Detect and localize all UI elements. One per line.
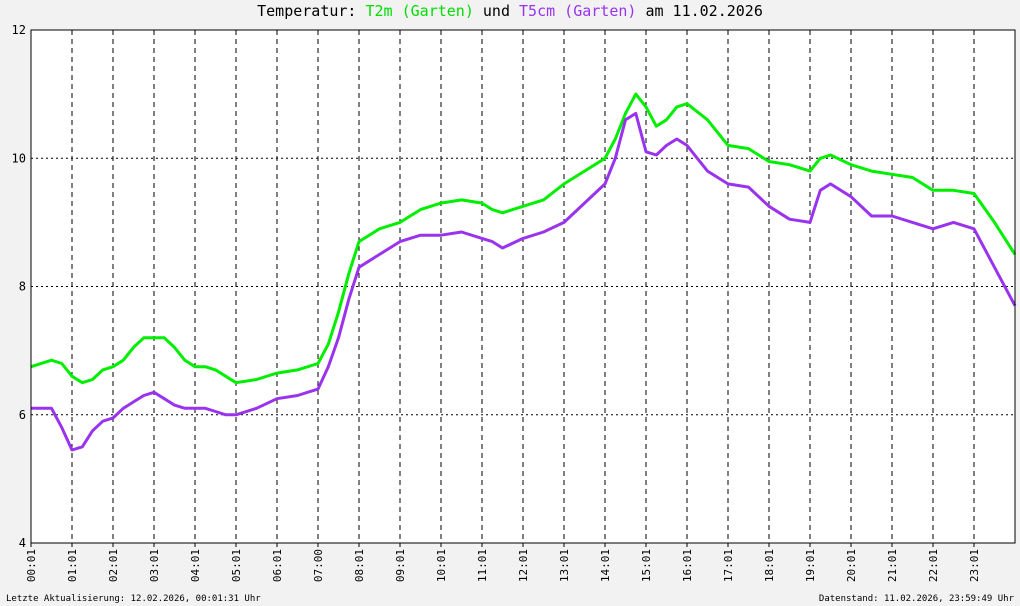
x-tick-label: 16:01: [681, 549, 694, 582]
x-tick-label: 06:01: [271, 549, 284, 582]
y-tick-label: 10: [12, 151, 26, 165]
x-tick-label: 13:01: [558, 549, 571, 582]
series-line-t5cm: [31, 111, 1017, 452]
footer-last-update: Letzte Aktualisierung: 12.02.2026, 00:01…: [6, 594, 261, 604]
title-series1: T2m (Garten): [365, 2, 474, 20]
x-tick-label: 09:01: [394, 549, 407, 582]
x-tick-label: 14:01: [599, 549, 612, 582]
y-tick-label: 12: [12, 23, 26, 37]
x-tick-label: 02:01: [107, 549, 120, 582]
x-tick-label: 10:01: [435, 549, 448, 582]
y-tick-label: 8: [19, 280, 26, 294]
plot-frame: [30, 29, 1016, 544]
chart-title: Temperatur: T2m (Garten) und T5cm (Garte…: [0, 2, 1020, 20]
x-tick-label: 20:01: [845, 549, 858, 582]
x-tick-label: 22:01: [927, 549, 940, 582]
x-tick-label: 21:01: [886, 549, 899, 582]
y-tick-label: 4: [19, 536, 26, 550]
x-tick-label: 19:01: [804, 549, 817, 582]
x-tick-label: 17:01: [722, 549, 735, 582]
x-tick-label: 08:01: [353, 549, 366, 582]
x-tick-label: 03:01: [148, 549, 161, 582]
title-series2: T5cm (Garten): [519, 2, 637, 20]
x-tick-label: 18:01: [763, 549, 776, 582]
y-tick-label: 6: [19, 408, 26, 422]
x-tick-label: 01:01: [66, 549, 79, 582]
title-prefix: Temperatur:: [257, 2, 366, 20]
x-tick-label: 05:01: [230, 549, 243, 582]
x-tick-label: 15:01: [640, 549, 653, 582]
x-tick-label: 12:01: [517, 549, 530, 582]
footer-data-status: Datenstand: 11.02.2026, 23:59:49 Uhr: [818, 594, 1014, 604]
x-tick-label: 23:01: [968, 549, 981, 582]
title-suffix: am 11.02.2026: [636, 2, 763, 20]
x-tick-label: 07:00: [312, 549, 325, 582]
x-tick-label: 11:01: [476, 549, 489, 582]
x-tick-label: 00:01: [25, 549, 38, 582]
series-line-t2m: [30, 92, 1017, 385]
title-middle: und: [473, 2, 520, 20]
x-tick-label: 04:01: [189, 549, 202, 582]
